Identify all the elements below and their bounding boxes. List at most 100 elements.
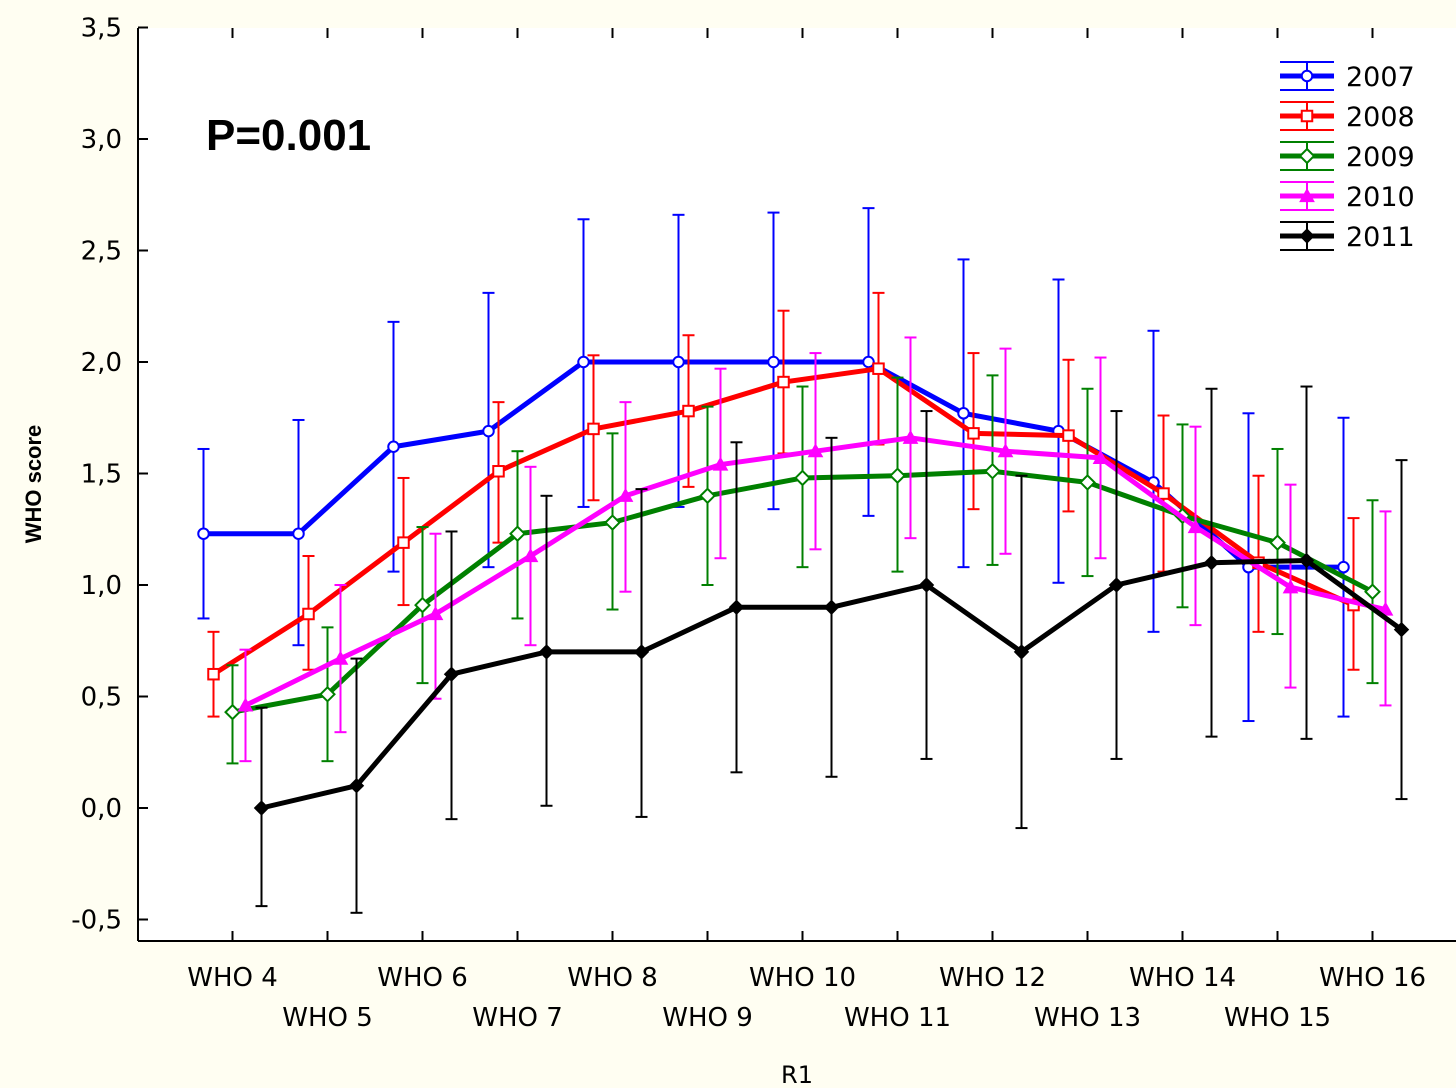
x-category-label: WHO 13: [1034, 1003, 1141, 1033]
legend-label: 2008: [1346, 102, 1415, 133]
data-point: [319, 685, 336, 703]
y-tick-label: 2,5: [81, 237, 122, 267]
data-point: [522, 547, 539, 563]
data-point: [1299, 187, 1315, 203]
legend-label: 2010: [1346, 182, 1415, 213]
data-point: [302, 607, 315, 621]
legend-label: 2009: [1346, 142, 1415, 173]
x-category-label: WHO 4: [187, 963, 278, 993]
x-category-label: WHO 9: [662, 1003, 753, 1033]
legend-item-2008: 2008: [1280, 101, 1415, 133]
series-2008: [207, 291, 1360, 718]
series-2011: [253, 385, 1410, 914]
y-axis-title: WHO score: [21, 425, 46, 544]
data-point: [577, 355, 590, 369]
data-point: [1203, 554, 1220, 571]
data-point: [197, 527, 210, 540]
data-point: [699, 487, 716, 505]
data-point: [1187, 518, 1204, 534]
data-point: [1298, 552, 1315, 569]
p-value-annotation: P=0.001: [206, 111, 371, 160]
legend-item-2007: 2007: [1280, 61, 1415, 93]
data-point: [918, 577, 935, 593]
data-point: [862, 355, 875, 369]
data-point: [1364, 583, 1381, 601]
data-point: [1300, 69, 1314, 83]
x-category-label: WHO 11: [844, 1003, 951, 1033]
data-point: [633, 644, 650, 660]
x-category-label: WHO 14: [1129, 963, 1236, 993]
x-category-label: WHO 8: [567, 963, 658, 993]
series-2007: [197, 207, 1350, 723]
data-point: [1300, 109, 1314, 123]
data-point: [1092, 449, 1109, 464]
data-point: [957, 407, 970, 420]
y-tick-label: 2,0: [81, 348, 122, 378]
data-point: [1062, 429, 1075, 442]
y-tick-label: 0,5: [81, 683, 122, 713]
data-point: [1337, 560, 1350, 574]
series-2010: [237, 336, 1394, 763]
data-point: [967, 427, 980, 440]
data-point: [889, 467, 906, 485]
data-point: [492, 465, 505, 478]
data-point: [902, 429, 919, 444]
legend-item-2010: 2010: [1280, 181, 1415, 213]
y-tick-label: 3,0: [81, 125, 122, 155]
x-category-label: WHO 7: [472, 1003, 563, 1033]
data-point: [682, 404, 695, 418]
data-point: [253, 800, 270, 816]
data-point: [1299, 228, 1315, 244]
x-category-label: WHO 10: [749, 963, 856, 993]
data-point: [348, 777, 365, 794]
data-point: [617, 487, 634, 502]
data-point: [237, 697, 254, 712]
legend-label: 2007: [1346, 62, 1415, 93]
data-point: [872, 362, 885, 375]
x-category-label: WHO 6: [377, 963, 468, 993]
data-point: [509, 525, 526, 543]
data-point: [1108, 577, 1125, 593]
data-point: [712, 456, 729, 471]
data-point: [1157, 487, 1170, 500]
data-point: [1298, 147, 1316, 165]
data-point: [587, 422, 600, 436]
y-tick-label: 3,5: [81, 14, 122, 44]
x-category-label: WHO 16: [1319, 963, 1426, 993]
x-category-label: WHO 15: [1224, 1003, 1331, 1033]
data-point: [1013, 644, 1030, 660]
data-point: [794, 469, 811, 487]
data-point: [414, 596, 431, 614]
data-point: [332, 650, 349, 665]
x-axis-title: R1: [781, 1061, 813, 1088]
data-point: [777, 375, 790, 389]
y-tick-label: -0,5: [71, 906, 122, 936]
data-point: [1079, 474, 1096, 491]
x-category-label: WHO 5: [282, 1003, 373, 1033]
data-point: [427, 605, 444, 621]
data-point: [1282, 579, 1299, 594]
legend-item-2011: 2011: [1280, 221, 1415, 253]
data-point: [728, 599, 745, 616]
x-category-label: WHO 12: [939, 963, 1046, 993]
data-point: [397, 536, 410, 549]
data-point: [224, 703, 241, 721]
data-point: [538, 644, 555, 660]
legend-item-2009: 2009: [1280, 141, 1415, 173]
data-point: [207, 667, 220, 681]
data-point: [984, 462, 1001, 480]
data-point: [672, 355, 685, 369]
data-point: [807, 443, 824, 458]
data-point: [823, 599, 840, 616]
data-point: [604, 514, 621, 531]
y-tick-label: 0,0: [81, 794, 122, 824]
data-point: [1269, 534, 1286, 552]
data-point: [997, 443, 1014, 458]
legend-label: 2011: [1346, 222, 1415, 253]
data-point: [482, 424, 495, 438]
y-tick-label: 1,0: [81, 571, 122, 601]
data-point: [443, 666, 460, 682]
data-point: [292, 527, 305, 540]
data-point: [1393, 621, 1410, 638]
